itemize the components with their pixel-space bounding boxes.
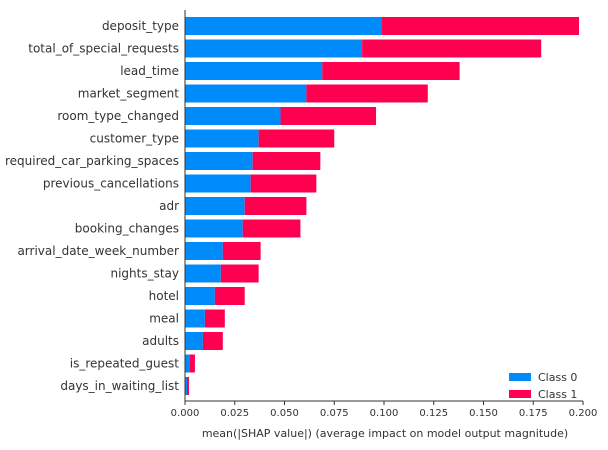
bars-layer xyxy=(185,17,580,395)
feature-label-room_type_changed: room_type_changed xyxy=(57,109,179,123)
x-tick-label: 0.175 xyxy=(519,408,548,419)
feature-label-market_segment: market_segment xyxy=(78,87,180,101)
bar-lead_time-series-1 xyxy=(322,62,460,80)
x-tick-label: 0.050 xyxy=(270,408,299,419)
x-axis: 0.000 0.025 0.050 0.075 0.100 0.125 0.150 0.175… xyxy=(171,10,598,419)
feature-label-hotel: hotel xyxy=(149,289,179,303)
bar-is_repeated_guest-series-0 xyxy=(185,354,190,373)
bar-market_segment-series-0 xyxy=(185,84,307,103)
bar-required_car_parking_spaces-series-1 xyxy=(252,152,321,170)
bar-previous_cancellations-series-1 xyxy=(250,174,317,193)
bar-deposit_type-series-0 xyxy=(185,17,383,35)
feature-label-deposit_type: deposit_type xyxy=(102,19,179,33)
bar-booking_changes-series-1 xyxy=(242,219,301,238)
feature-label-booking_changes: booking_changes xyxy=(75,222,179,236)
legend-swatch-series-1 xyxy=(509,390,531,398)
bar-nights_stay-series-0 xyxy=(185,264,221,283)
bar-required_car_parking_spaces-series-0 xyxy=(185,152,253,170)
feature-label-days_in_waiting_list: days_in_waiting_list xyxy=(60,379,179,393)
feature-label-is_repeated_guest: is_repeated_guest xyxy=(70,357,180,371)
bar-adr-series-0 xyxy=(185,197,245,215)
bar-deposit_type-series-1 xyxy=(382,17,580,35)
feature-label-previous_cancellations: previous_cancellations xyxy=(43,177,179,191)
feature-label-total_of_special_requests: total_of_special_requests xyxy=(28,42,179,56)
bar-previous_cancellations-series-0 xyxy=(185,174,251,193)
x-tick-label: 0.025 xyxy=(220,408,249,419)
bar-arrival_date_week_number-series-0 xyxy=(185,242,223,260)
feature-label-nights_stay: nights_stay xyxy=(110,267,179,281)
bar-market_segment-series-1 xyxy=(306,84,428,103)
bar-hotel-series-0 xyxy=(185,287,215,305)
bar-meal-series-1 xyxy=(204,309,225,328)
bar-total_of_special_requests-series-0 xyxy=(185,39,363,58)
feature-label-lead_time: lead_time xyxy=(120,64,179,78)
bar-lead_time-series-0 xyxy=(185,62,323,80)
feature-label-arrival_date_week_number: arrival_date_week_number xyxy=(17,244,179,258)
bar-customer_type-series-0 xyxy=(185,129,259,148)
x-tick-label: 0.125 xyxy=(419,408,448,419)
bar-days_in_waiting_list-series-0 xyxy=(185,377,187,395)
bar-hotel-series-1 xyxy=(214,287,245,305)
bar-arrival_date_week_number-series-1 xyxy=(222,242,261,260)
x-axis-title: mean(|SHAP value|) (average impact on mo… xyxy=(202,427,568,440)
bar-nights_stay-series-1 xyxy=(220,264,259,283)
bar-adults-series-1 xyxy=(202,332,223,350)
feature-label-required_car_parking_spaces: required_car_parking_spaces xyxy=(5,154,179,168)
bar-room_type_changed-series-0 xyxy=(185,107,281,125)
feature-label-adults: adults xyxy=(142,334,179,348)
bar-adr-series-1 xyxy=(244,197,307,215)
x-tick-label: 0.100 xyxy=(370,408,399,419)
bar-meal-series-0 xyxy=(185,309,205,328)
bar-room_type_changed-series-1 xyxy=(280,107,377,125)
feature-labels: deposit_type total_of_special_requestslea… xyxy=(5,19,179,393)
x-tick-label: 0.200 xyxy=(569,408,598,419)
legend: Class 0 Class 1 xyxy=(509,371,577,401)
bar-booking_changes-series-0 xyxy=(185,219,243,238)
feature-label-meal: meal xyxy=(149,312,179,326)
legend-label-series-1: Class 1 xyxy=(538,388,577,401)
bar-is_repeated_guest-series-1 xyxy=(189,354,195,373)
feature-label-customer_type: customer_type xyxy=(90,132,179,146)
x-tick-label: 0.150 xyxy=(469,408,498,419)
legend-swatch-series-0 xyxy=(509,373,531,381)
bar-total_of_special_requests-series-1 xyxy=(362,39,542,58)
legend-label-series-0: Class 0 xyxy=(538,371,577,384)
bar-days_in_waiting_list-series-1 xyxy=(186,377,189,395)
bar-customer_type-series-1 xyxy=(258,129,335,148)
x-tick-label: 0.075 xyxy=(320,408,349,419)
x-tick-label: 0.000 xyxy=(171,408,200,419)
feature-label-adr: adr xyxy=(159,199,179,213)
bar-adults-series-0 xyxy=(185,332,203,350)
